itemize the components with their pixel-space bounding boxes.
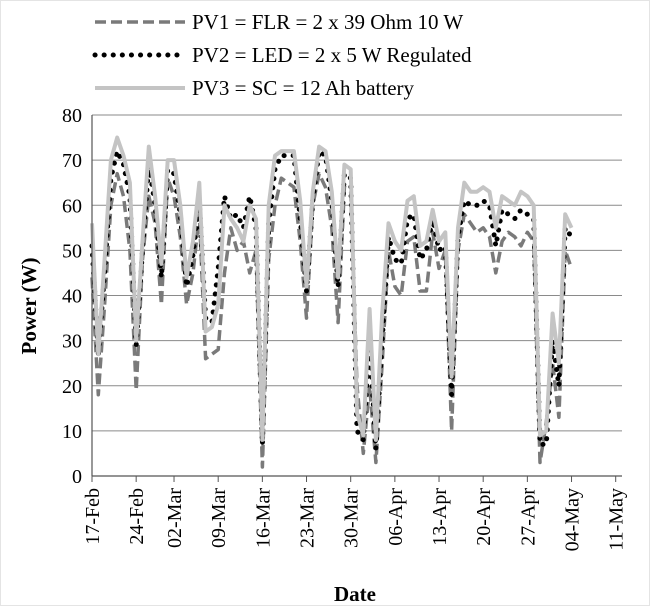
legend-label-pv2: PV2 = LED = 2 x 5 W Regulated xyxy=(192,43,472,67)
x-tick-label: 13-Apr xyxy=(429,488,451,546)
series-line-pv3 xyxy=(90,135,574,442)
x-tick-label: 04-May xyxy=(562,488,584,551)
y-axis-title: Power (W) xyxy=(17,258,41,355)
x-tick-label: 09-Mar xyxy=(208,488,230,548)
x-tick-label: 17-Feb xyxy=(82,488,104,545)
x-tick-label: 06-Apr xyxy=(385,488,407,546)
legend-label-pv1: PV1 = FLR = 2 x 39 Ohm 10 W xyxy=(192,10,463,34)
x-tick-label: 11-May xyxy=(606,488,628,551)
x-tick-label: 27-Apr xyxy=(517,488,539,546)
y-tick-labels: 0 10 20 30 40 50 60 70 80 xyxy=(62,105,82,488)
legend: PV1 = FLR = 2 x 39 Ohm 10 W PV2 = LED = 2… xyxy=(92,10,472,100)
x-tick-label: 30-Mar xyxy=(341,488,363,548)
series-layer xyxy=(89,135,574,469)
y-tick-label: 0 xyxy=(72,466,82,488)
x-tick-labels: 17-Feb 24-Feb 02-Mar 09-Mar 16-Mar 23-Mar 30-M… xyxy=(82,488,628,552)
series-line-pv2 xyxy=(89,148,574,452)
x-tick-label: 20-Apr xyxy=(473,488,495,546)
y-tick-label: 10 xyxy=(62,421,82,443)
y-tick-label: 50 xyxy=(62,240,82,262)
y-tick-label: 30 xyxy=(62,331,82,353)
y-tick-label: 20 xyxy=(62,376,82,398)
y-tick-label: 60 xyxy=(62,195,82,217)
axes xyxy=(91,115,622,482)
x-axis-title: Date xyxy=(334,582,376,606)
x-tick-label: 23-Mar xyxy=(297,488,319,548)
x-tick-label: 16-Mar xyxy=(252,488,274,548)
y-tick-label: 80 xyxy=(62,105,82,127)
y-tick-label: 40 xyxy=(62,286,82,308)
series-line-pv1 xyxy=(90,171,574,469)
y-tick-label: 70 xyxy=(62,150,82,172)
x-tick-label: 02-Mar xyxy=(164,488,186,548)
legend-label-pv3: PV3 = SC = 12 Ah battery xyxy=(192,76,415,100)
x-tick-label: 24-Feb xyxy=(126,488,148,545)
